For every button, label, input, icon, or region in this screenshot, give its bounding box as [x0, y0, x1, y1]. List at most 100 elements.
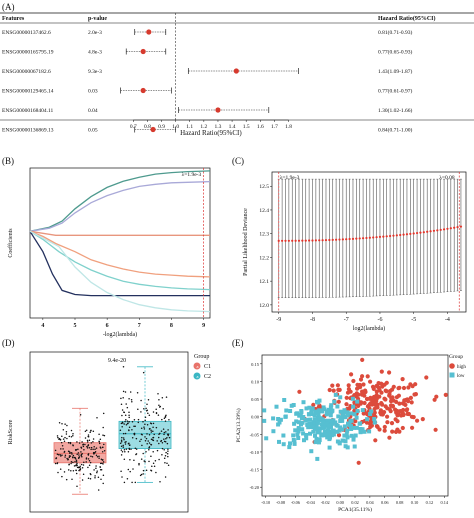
jitter-point	[86, 445, 88, 448]
jitter-point	[72, 444, 74, 447]
deviance-point	[415, 231, 419, 235]
jitter-point	[132, 468, 134, 470]
deviance-point	[281, 239, 284, 242]
x-tick-label: -6	[377, 317, 382, 323]
scatter-point-high	[379, 369, 384, 374]
jitter-point	[70, 461, 73, 463]
jitter-point	[128, 426, 131, 429]
jitter-point	[94, 448, 96, 451]
jitter-point	[72, 432, 74, 435]
jitter-point	[152, 422, 155, 425]
jitter-point	[61, 435, 63, 438]
jitter-point	[59, 468, 62, 470]
jitter-point	[120, 439, 123, 441]
y-tick-label: 12.5	[259, 184, 269, 190]
x-tick-label: 7	[138, 323, 141, 329]
jitter-point	[60, 441, 63, 444]
x-tick-label: 0.8	[144, 124, 151, 130]
jitter-point	[122, 390, 125, 393]
jitter-point	[62, 448, 64, 450]
jitter-point	[100, 458, 103, 461]
scatter-point-high	[336, 387, 341, 392]
row-hr-label: 0.77(0.65-0.93)	[378, 49, 413, 56]
scatter-point-high	[362, 400, 367, 406]
scatter-point-low	[299, 416, 304, 421]
jitter-point	[159, 405, 162, 408]
jitter-point	[73, 465, 76, 467]
scatter-point-low	[340, 427, 345, 432]
jitter-point	[77, 457, 80, 459]
jitter-point	[146, 442, 148, 445]
jitter-point	[65, 430, 68, 433]
scatter-point-high	[382, 424, 387, 430]
scatter-point-high	[387, 392, 392, 397]
jitter-point	[155, 426, 158, 429]
jitter-point	[164, 416, 167, 418]
jitter-point	[95, 454, 98, 456]
x-tick-label: -0.06	[291, 500, 301, 505]
scatter-point-high	[387, 435, 392, 440]
scatter-point-low	[317, 440, 321, 445]
jitter-point	[161, 442, 164, 444]
jitter-point	[142, 473, 144, 475]
jitter-point	[86, 441, 89, 443]
jitter-point	[122, 396, 124, 399]
jitter-point	[98, 433, 100, 436]
scatter-point-low	[271, 429, 276, 434]
x-tick-label: 9	[202, 323, 205, 329]
scatter-point-low	[312, 417, 317, 422]
jitter-point	[58, 421, 61, 424]
scatter-point-low	[369, 409, 374, 414]
scatter-point-low	[316, 411, 321, 416]
scatter-point-low	[304, 436, 309, 441]
jitter-point	[160, 430, 163, 432]
jitter-point	[139, 474, 142, 477]
jitter-point	[146, 424, 149, 426]
jitter-point	[63, 451, 66, 453]
jitter-point	[140, 411, 142, 413]
jitter-point	[93, 452, 95, 454]
scatter-point-low	[338, 419, 343, 423]
scatter-point-low	[283, 414, 288, 419]
deviance-point	[318, 239, 321, 242]
jitter-point	[95, 465, 97, 467]
lambda-1se-annotation: λ=0.08	[439, 175, 455, 181]
jitter-point	[136, 391, 139, 394]
jitter-point	[128, 416, 130, 419]
jitter-point	[78, 469, 80, 472]
jitter-point	[155, 412, 158, 414]
row-hr-point	[140, 48, 146, 55]
jitter-point	[90, 442, 93, 444]
scatter-point-low	[300, 427, 305, 432]
scatter-point-low	[342, 433, 347, 438]
jitter-point	[133, 419, 136, 421]
jitter-point	[121, 476, 123, 478]
scatter-point-high	[406, 385, 411, 390]
jitter-point	[155, 471, 157, 474]
jitter-point	[133, 459, 135, 462]
jitter-point	[152, 411, 155, 413]
scatter-point-high	[413, 392, 418, 397]
deviance-point	[321, 239, 324, 242]
jitter-point	[80, 451, 82, 453]
jitter-point	[121, 414, 123, 417]
jitter-point	[123, 411, 125, 413]
jitter-point	[143, 426, 145, 428]
scatter-point-low	[301, 400, 306, 405]
jitter-point	[84, 430, 87, 433]
jitter-point	[85, 458, 88, 460]
scatter-point-low	[351, 404, 356, 409]
jitter-point	[134, 447, 137, 450]
jitter-point	[81, 479, 84, 481]
jitter-point	[164, 454, 167, 457]
jitter-point	[121, 451, 124, 453]
jitter-point	[58, 438, 60, 440]
scatter-point-low	[282, 398, 287, 402]
y-axis-label: PCA2(13.39%)	[235, 408, 242, 442]
jitter-point	[70, 470, 72, 472]
x-tick-label: 0.08	[396, 500, 404, 505]
scatter-point-high	[374, 396, 379, 401]
jitter-point	[75, 460, 78, 463]
scatter-point-high	[377, 427, 382, 432]
x-tick-label: -4	[445, 317, 450, 323]
